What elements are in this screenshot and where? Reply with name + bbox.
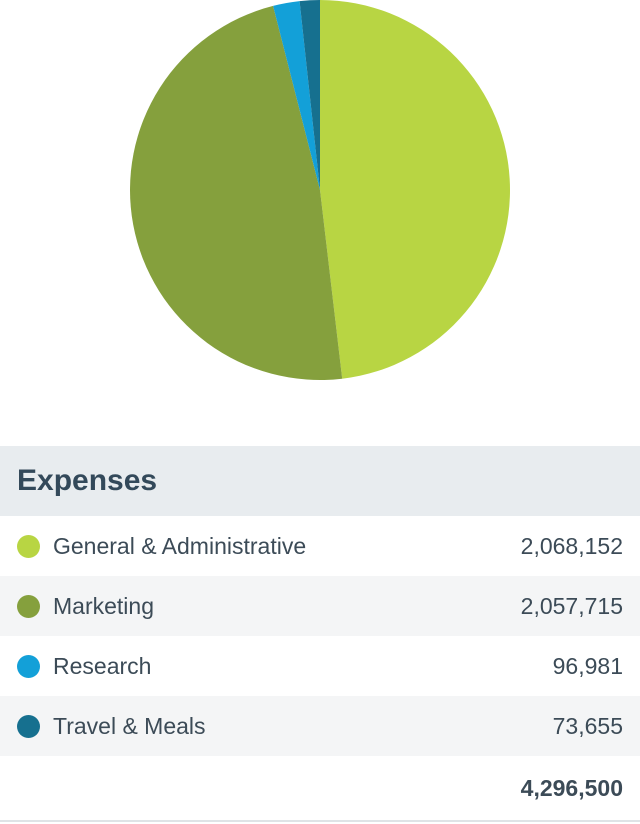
row-value: 2,057,715 — [520, 592, 623, 619]
row-label: Research — [53, 652, 152, 679]
total-row: 4,296,500 — [0, 756, 640, 822]
expenses-table-header: Expenses — [0, 446, 640, 516]
table-row: Marketing 2,057,715 — [0, 576, 640, 636]
pie-slice-research — [273, 1, 320, 190]
pie-chart-area — [129, 0, 510, 381]
expenses-title: Expenses — [17, 464, 158, 497]
pie-slice-general-administrative — [320, 0, 510, 379]
expenses-table: Expenses General & Administrative 2,068,… — [0, 446, 640, 822]
table-row: Travel & Meals 73,655 — [0, 696, 640, 756]
table-row: General & Administrative 2,068,152 — [0, 516, 640, 576]
pie-chart — [129, 0, 510, 381]
legend-swatch-research — [17, 654, 40, 678]
total-value: 4,296,500 — [520, 774, 623, 801]
legend-swatch-general-administrative — [17, 534, 40, 558]
pie-slice-travel-meals — [299, 0, 320, 190]
row-label: General & Administrative — [53, 532, 307, 559]
row-label: Marketing — [53, 592, 154, 619]
table-row: Research 96,981 — [0, 636, 640, 696]
legend-swatch-marketing — [17, 594, 40, 618]
row-value: 96,981 — [552, 652, 623, 679]
row-value: 2,068,152 — [520, 532, 623, 559]
pie-slice-marketing — [129, 5, 343, 381]
legend-swatch-travel-meals — [17, 714, 40, 738]
row-label: Travel & Meals — [53, 712, 206, 739]
row-value: 73,655 — [552, 712, 623, 739]
